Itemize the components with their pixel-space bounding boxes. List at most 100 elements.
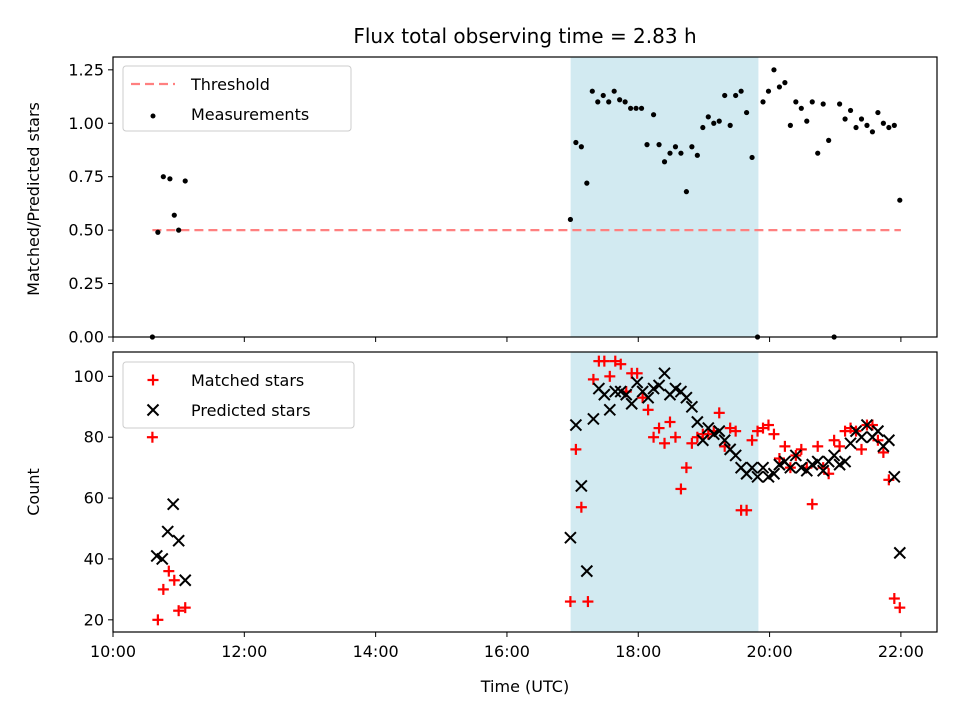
measurement-point: [578, 144, 584, 150]
legend-matched-label: Matched stars: [191, 371, 304, 390]
top-panel: Flux total observing time = 2.83 h 0.000…: [24, 24, 938, 347]
matched-star-point: [157, 583, 169, 595]
predicted-star-point: [767, 467, 781, 480]
matched-star-point: [669, 431, 681, 443]
predicted-star-point: [882, 434, 896, 447]
x-stroke-b: [614, 385, 627, 398]
x-stroke-b: [652, 379, 666, 392]
x-stroke-b: [658, 367, 671, 380]
x-stroke-b: [150, 549, 163, 563]
bottom-legend: Matched stars Predicted stars: [122, 361, 355, 429]
measurement-point: [776, 84, 783, 90]
bottom-shaded-region: [570, 352, 759, 632]
x-stroke-b: [575, 479, 588, 493]
matched-star-point: [746, 434, 758, 446]
bottom-y-tick-label: 20: [84, 610, 104, 629]
matched-star-point: [637, 392, 649, 404]
predicted-star-point: [598, 388, 611, 401]
measurement-point: [689, 144, 695, 150]
predicted-star-point: [161, 525, 174, 538]
measurement-point: [842, 116, 848, 122]
x-stroke-b: [592, 382, 606, 395]
bottom-x-tick-label: 12:00: [221, 642, 267, 661]
matched-star-point: [779, 440, 791, 452]
measurement-point: [176, 227, 182, 233]
x-stroke-b: [795, 461, 808, 474]
legend-predicted-label: Predicted stars: [191, 401, 311, 420]
measurement-point: [650, 112, 657, 118]
measurement-point: [743, 109, 750, 116]
predicted-star-point: [751, 470, 764, 483]
top-y-tick-label: 0.75: [68, 167, 104, 186]
measurement-point: [633, 105, 639, 111]
predicted-star-point: [893, 546, 907, 560]
measurement-point: [809, 99, 815, 105]
x-stroke-b: [598, 388, 611, 401]
predicted-star-point: [811, 455, 824, 468]
x-stroke-b: [729, 449, 742, 462]
predicted-star-point: [658, 367, 671, 380]
matched-star-point: [713, 407, 725, 419]
measurement-point: [897, 197, 903, 203]
matched-star-point: [659, 437, 671, 449]
x-stroke-b: [669, 382, 682, 395]
x-stroke-b: [816, 464, 830, 477]
bottom-y-tick-label: 80: [84, 428, 104, 447]
top-legend-box: [122, 65, 352, 132]
x-stroke-b: [609, 385, 622, 398]
bottom-y-ticks: 20 40 60 80 100: [73, 367, 113, 629]
matched-star-point: [604, 370, 616, 382]
top-legend: Threshold Measurements: [122, 65, 352, 132]
x-stroke-b: [636, 385, 649, 398]
measurement-point: [656, 142, 662, 148]
x-stroke-b: [172, 534, 185, 547]
matched-star-point: [888, 593, 900, 605]
measurement-point: [858, 116, 865, 122]
matched-star-point: [806, 498, 818, 510]
matched-star-point: [173, 605, 185, 617]
matched-star-point: [648, 431, 660, 443]
predicted-star-point: [713, 424, 726, 438]
x-stroke-b: [161, 525, 174, 538]
x-stroke-b: [784, 461, 797, 474]
predicted-star-point: [860, 418, 874, 432]
predicted-star-point: [680, 391, 693, 404]
x-stroke-b: [767, 467, 781, 480]
x-stroke-b: [855, 431, 868, 444]
measurements-marks: [149, 67, 903, 340]
measurement-point: [886, 124, 892, 131]
legend-matched-swatch: [147, 374, 159, 386]
measurement-point: [606, 99, 612, 105]
matched-star-point: [570, 443, 582, 455]
matched-star-point: [575, 501, 587, 513]
predicted-star-point: [685, 400, 699, 413]
matched-star-point: [795, 443, 807, 455]
x-stroke-b: [156, 552, 169, 566]
x-stroke-b: [569, 418, 583, 432]
bottom-y-tick-label: 40: [84, 549, 104, 568]
measurement-point: [711, 120, 717, 126]
x-stroke-b: [179, 574, 192, 587]
predicted-star-point: [827, 449, 841, 462]
measurement-point: [765, 88, 772, 94]
x-stroke-b: [838, 455, 852, 468]
legend-measurements-swatch: [150, 113, 156, 119]
x-stroke-b: [691, 415, 704, 429]
measurement-point: [589, 88, 595, 94]
x-stroke-b: [860, 418, 874, 432]
predicted-star-point: [620, 388, 633, 401]
measurement-point: [622, 99, 628, 105]
measurement-point: [837, 101, 843, 107]
measurement-point: [617, 97, 623, 103]
matched-star-point: [894, 602, 906, 614]
top-y-tick-label: 1.25: [68, 60, 104, 79]
predicted-star-point: [745, 461, 759, 474]
measurement-point: [661, 159, 668, 165]
measurement-point: [155, 229, 161, 235]
matched-star-point: [179, 602, 191, 614]
x-stroke-b: [844, 437, 857, 450]
predicted-star-point: [179, 574, 192, 587]
measurement-point: [793, 99, 799, 105]
matched-star-point: [877, 446, 889, 458]
matched-stars-marks: [146, 355, 906, 626]
